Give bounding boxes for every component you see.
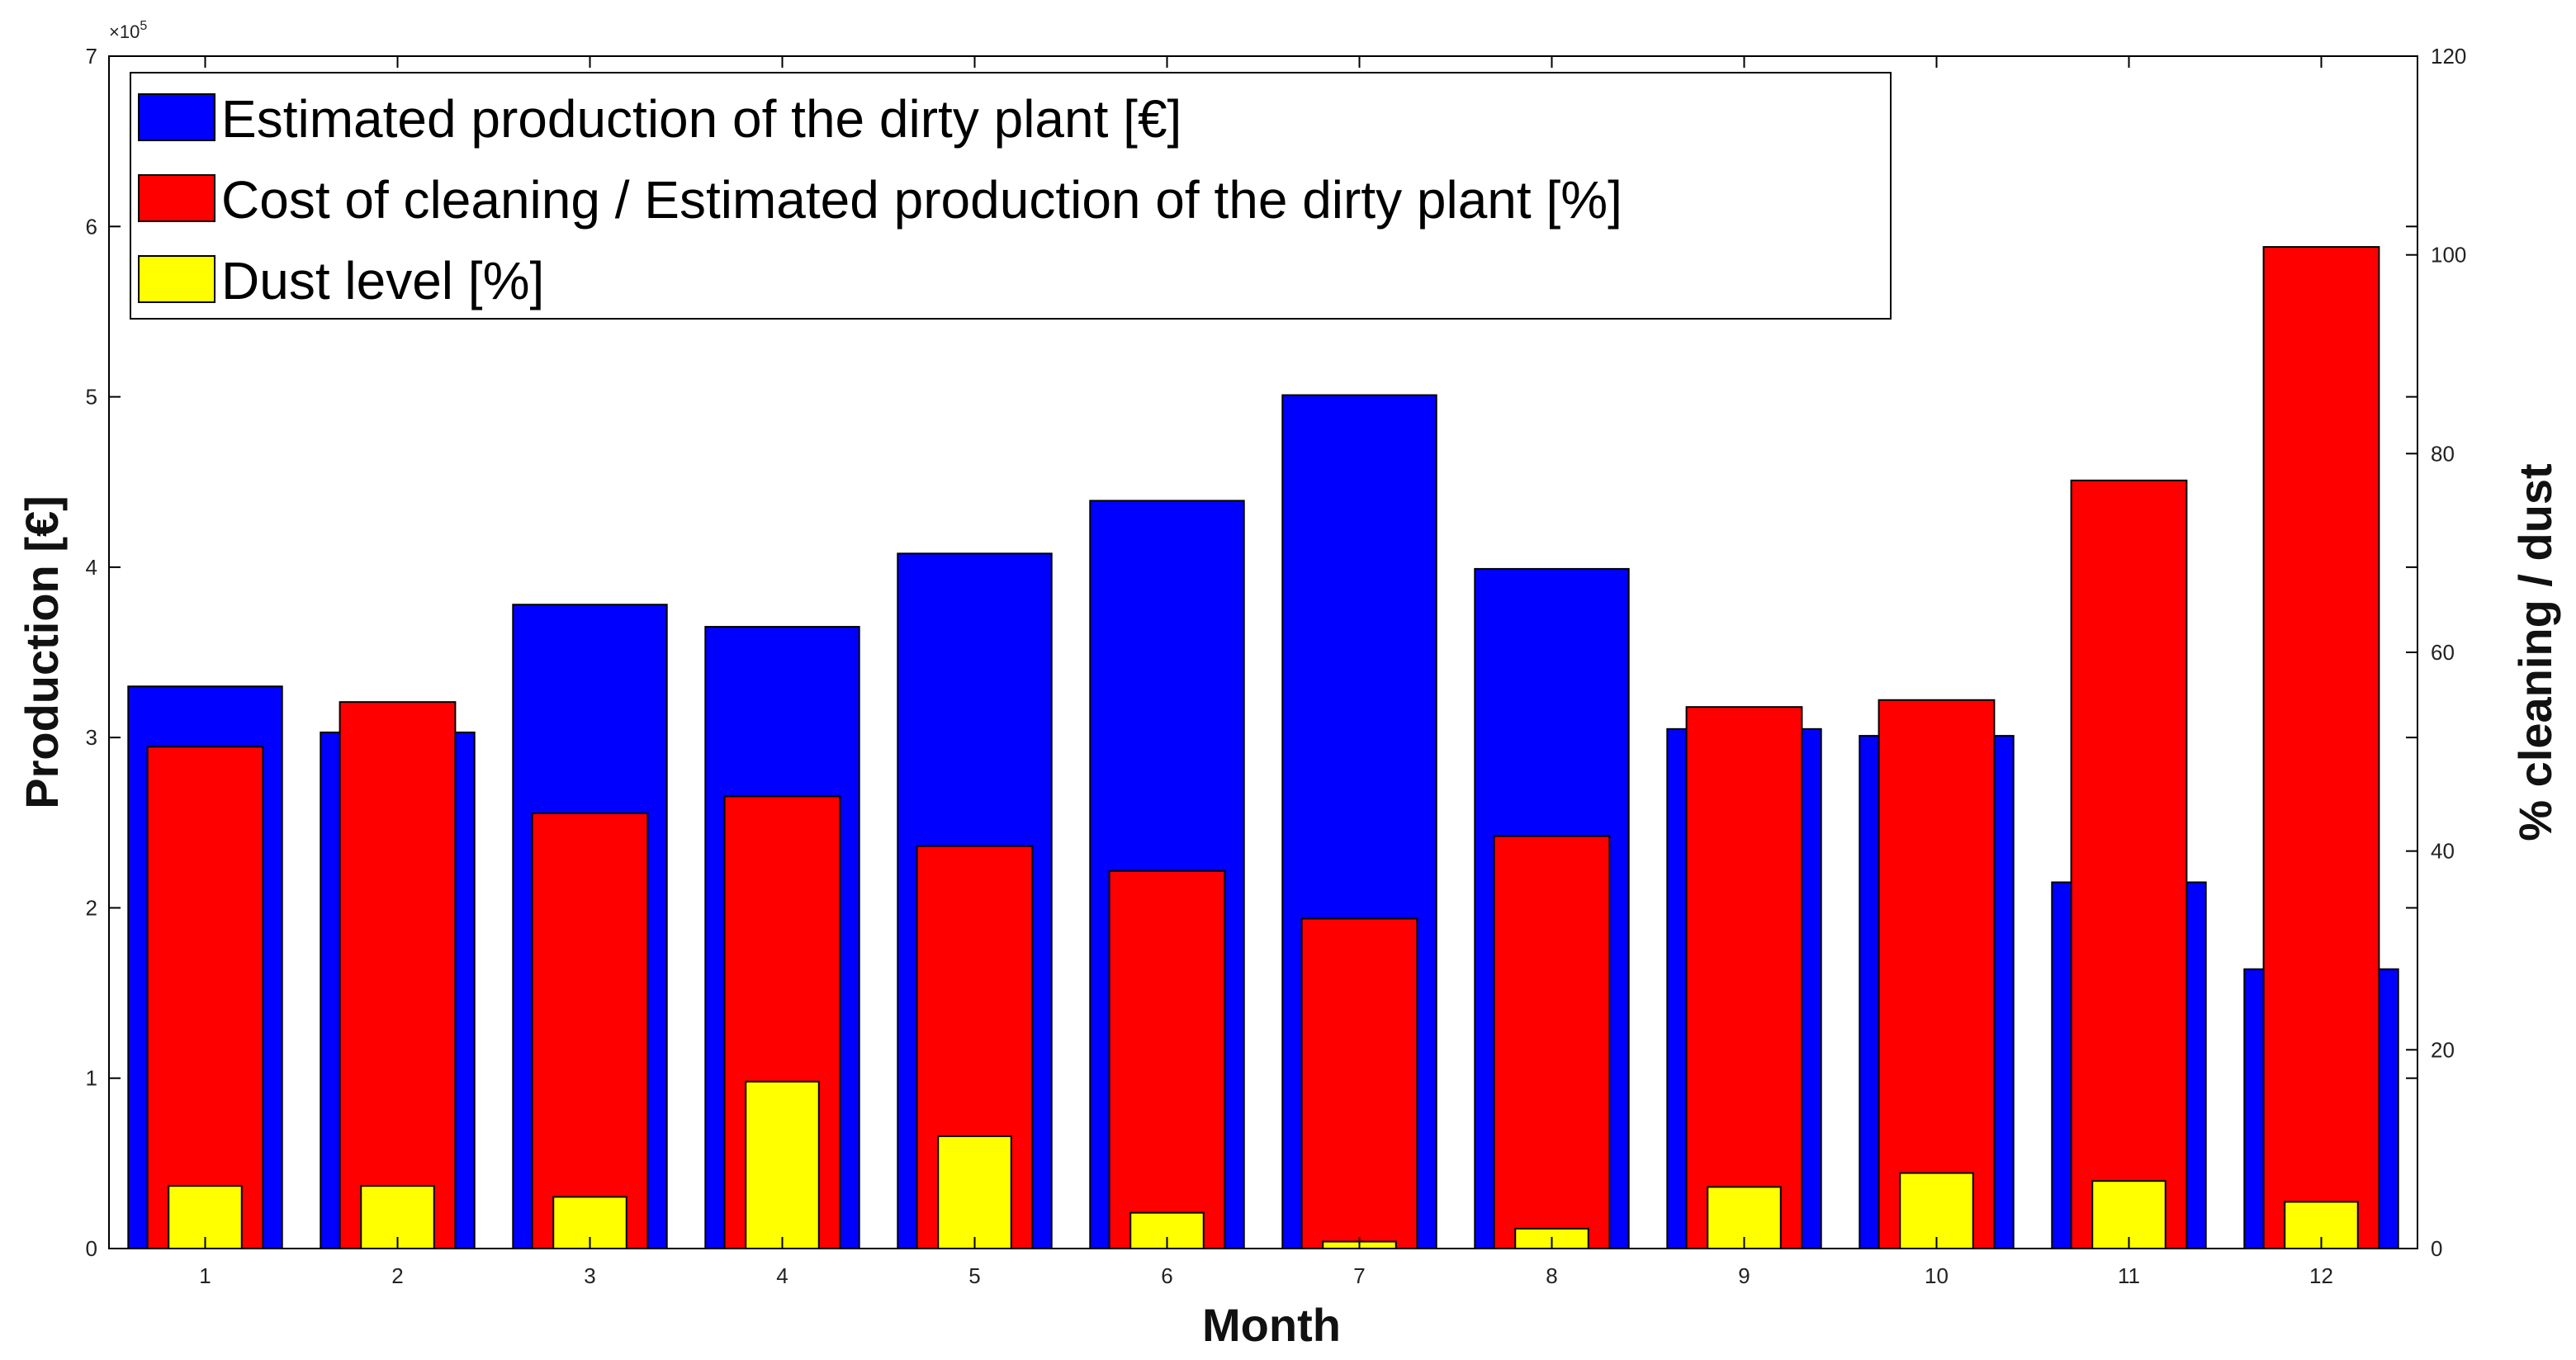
left-tick-label: 5 [86, 385, 97, 410]
cleaning-cost-bar-1 [146, 746, 264, 1249]
legend-swatch-production [138, 93, 215, 141]
right-tick-label: 120 [2431, 44, 2466, 69]
legend-swatch-cleaning-cost [138, 174, 215, 222]
cleaning-cost-bar-10 [1878, 699, 1996, 1249]
left-tick-label: 7 [86, 44, 97, 69]
dust-level-bar-10 [1899, 1172, 1974, 1249]
x-tick-label: 11 [2118, 1263, 2140, 1288]
left-tick-label: 3 [86, 725, 97, 750]
legend-swatch-dust-level [138, 255, 215, 303]
right-axis-ticks: 0 20 40 60 80 100 120 [2406, 44, 2466, 1261]
x-tick-label: 5 [968, 1263, 980, 1288]
left-tick-label: 6 [86, 214, 97, 239]
x-tick-label: 2 [391, 1263, 403, 1288]
x-tick-label: 6 [1161, 1263, 1172, 1288]
production-bars [127, 394, 2399, 1250]
legend-box [130, 72, 1892, 320]
cleaning-cost-bar-2 [339, 701, 457, 1249]
x-tick-label: 9 [1738, 1263, 1750, 1288]
legend-label-production: Estimated production of the dirty plant … [221, 89, 1181, 149]
x-tick-label: 10 [1925, 1263, 1949, 1288]
right-tick-label: 20 [2431, 1037, 2455, 1062]
x-tick-label: 3 [584, 1263, 595, 1288]
legend: Estimated production of the dirty plant … [130, 72, 1892, 320]
x-tick-label: 7 [1353, 1263, 1365, 1288]
dust-level-bar-4 [745, 1080, 820, 1249]
left-axis-ticks: 0 1 2 3 4 5 6 7 [86, 44, 2417, 1261]
x-tick-label: 12 [2309, 1263, 2333, 1288]
cleaning-cost-bars [146, 246, 2380, 1250]
cleaning-cost-bar-3 [531, 812, 649, 1249]
x-axis-ticks: 1 2 3 4 5 6 7 8 9 10 11 12 [199, 56, 2333, 1288]
y2-axis-label: % cleaning / dust [2509, 463, 2561, 841]
x-tick-label: 4 [776, 1263, 788, 1288]
cleaning-cost-bar-6 [1108, 870, 1226, 1249]
x-tick-label: 8 [1546, 1263, 1557, 1288]
y-axis-label: Production [€] [16, 495, 68, 809]
x-tick-label: 1 [199, 1263, 211, 1288]
legend-label-cleaning-cost: Cost of cleaning / Estimated production … [221, 170, 1622, 230]
right-tick-label: 0 [2431, 1236, 2442, 1261]
exponent-label: ×105 [109, 19, 147, 42]
dust-level-bar-5 [937, 1135, 1012, 1249]
x-axis-label: Month [1202, 1299, 1341, 1351]
cleaning-cost-bar-12 [2262, 246, 2380, 1249]
left-tick-label: 1 [86, 1066, 97, 1091]
legend-label-dust-level: Dust level [%] [221, 251, 544, 310]
dust-level-bars [168, 1080, 2359, 1250]
right-tick-label: 40 [2431, 839, 2455, 864]
cleaning-cost-bar-7 [1300, 917, 1418, 1249]
left-tick-label: 4 [86, 555, 97, 580]
left-tick-label: 2 [86, 895, 97, 920]
right-tick-label: 100 [2431, 243, 2466, 268]
right-tick-label: 80 [2431, 441, 2455, 466]
left-tick-label: 0 [86, 1236, 97, 1261]
cleaning-cost-bar-8 [1493, 835, 1611, 1249]
cleaning-cost-bar-11 [2070, 479, 2188, 1249]
right-tick-label: 60 [2431, 640, 2455, 665]
cleaning-cost-bar-9 [1685, 706, 1803, 1249]
